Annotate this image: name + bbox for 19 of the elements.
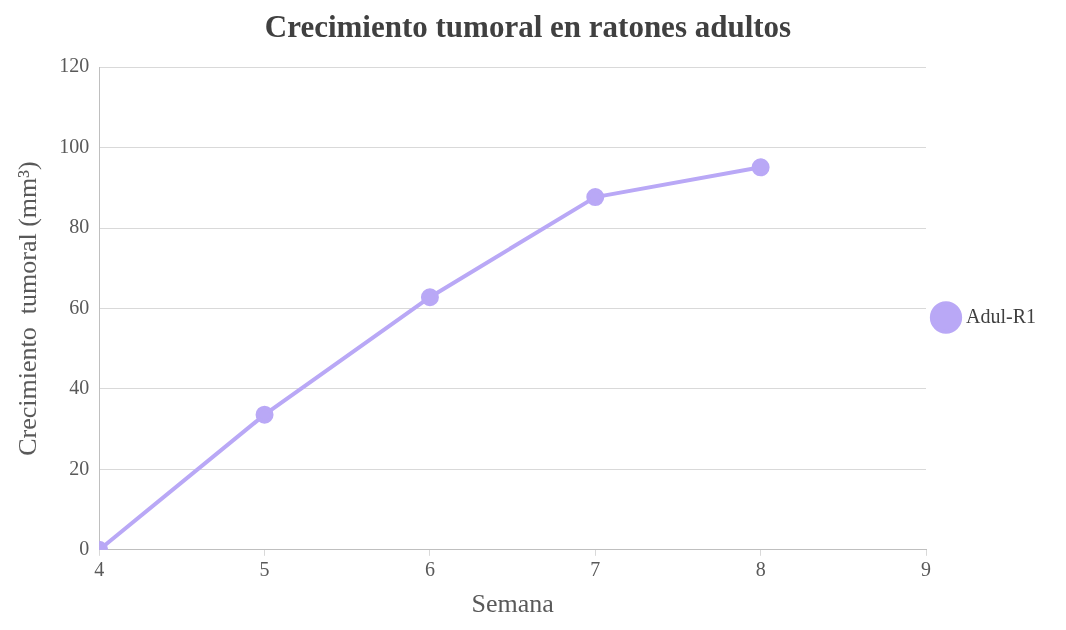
x-tick-label: 6 xyxy=(424,558,435,581)
y-axis-title: Crecimiento tumoral (mm³) xyxy=(13,161,43,456)
x-tick-label: 8 xyxy=(755,558,766,581)
x-tick-label: 7 xyxy=(590,558,601,581)
x-tick-label: 4 xyxy=(94,558,105,581)
x-tick-label: 9 xyxy=(921,558,931,581)
point xyxy=(751,158,770,177)
y-tick-label: 100 xyxy=(59,134,90,157)
y-tick-label: 120 xyxy=(59,54,90,77)
chart-title: Crecimiento tumoral en ratones adultos xyxy=(264,8,792,44)
y-tick-label: 60 xyxy=(69,295,90,318)
x-axis-title: Semana xyxy=(471,589,555,619)
legend-label: Adul-R1 xyxy=(966,304,1036,327)
x-tick-label: 5 xyxy=(259,558,270,581)
y-tick-label: 0 xyxy=(79,537,90,560)
y-tick-label: 80 xyxy=(69,215,90,238)
y-tick-label: 40 xyxy=(69,376,90,399)
y-tick-label: 20 xyxy=(69,456,90,479)
point xyxy=(586,188,605,207)
